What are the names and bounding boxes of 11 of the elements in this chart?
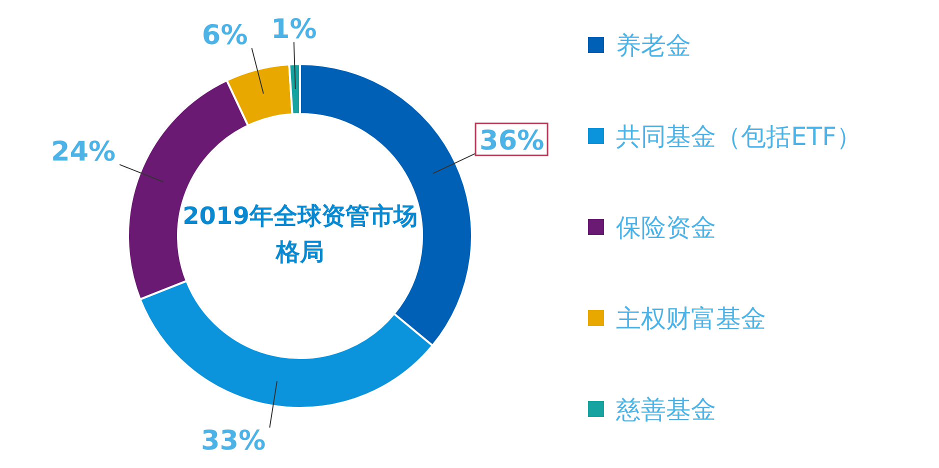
legend-label: 慈善基金 bbox=[615, 395, 716, 424]
data-label: 6% bbox=[202, 20, 248, 52]
legend-label: 养老金 bbox=[616, 31, 691, 60]
text: 2019年全球资管市场格局 bbox=[182, 201, 418, 268]
legend-label: 主权财富基金 bbox=[616, 304, 766, 333]
data-label: 33% bbox=[201, 426, 266, 457]
legend-label: 保险资金 bbox=[616, 213, 716, 242]
data-label: 1% bbox=[270, 14, 317, 46]
legend-label: 共同基金（包括ETF） bbox=[616, 122, 862, 151]
data-label: 36% bbox=[480, 125, 544, 156]
data-label: 24% bbox=[50, 136, 116, 168]
